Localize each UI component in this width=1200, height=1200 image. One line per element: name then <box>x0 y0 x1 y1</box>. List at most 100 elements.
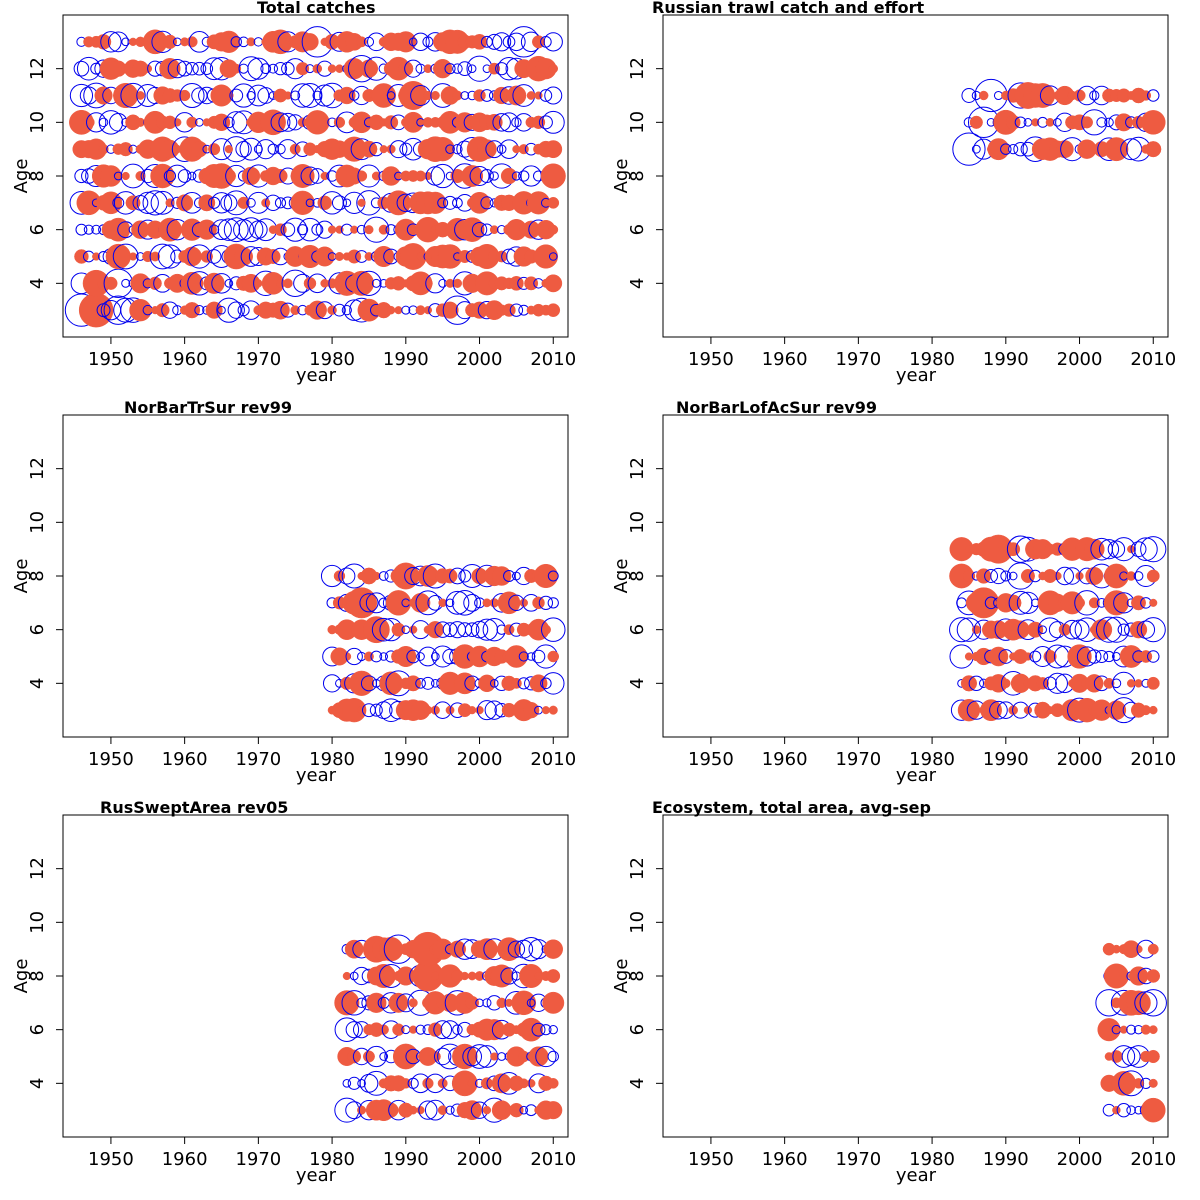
bubble-negative <box>1077 85 1097 106</box>
bubble-negative <box>192 61 207 76</box>
y-tick-label: 6 <box>627 1024 648 1035</box>
bubble-positive <box>503 624 515 636</box>
panel-title: NorBarLofAcSur rev99 <box>676 398 877 417</box>
bubble-positive <box>409 625 418 634</box>
bubble-negative <box>469 166 490 186</box>
bubble-positive <box>394 306 403 315</box>
bubble-positive <box>541 706 550 715</box>
bubble-positive <box>205 301 223 319</box>
bubble-positive <box>505 645 528 668</box>
bubble-negative <box>511 571 521 581</box>
bubble-negative <box>1095 649 1109 664</box>
bubble-positive <box>98 144 109 155</box>
bubble-negative <box>74 168 89 184</box>
x-tick-label: 1960 <box>762 349 808 370</box>
bubble-positive <box>1103 590 1129 616</box>
bubble-negative <box>475 618 498 641</box>
bubble-positive <box>92 252 101 261</box>
bubble-negative <box>120 82 146 109</box>
bubble-positive <box>1103 963 1129 989</box>
bubble-positive <box>1080 116 1093 129</box>
bubble-positive <box>526 1079 536 1088</box>
bubble-negative <box>961 87 977 104</box>
bubble-positive <box>327 225 337 234</box>
x-tick-label: 1980 <box>909 749 955 770</box>
bubble-negative <box>457 61 473 77</box>
bubble-positive <box>544 274 563 293</box>
bubble-negative <box>1087 649 1102 664</box>
bubble-negative <box>161 301 179 319</box>
y-tick-label: 12 <box>627 57 648 80</box>
y-tick-label: 4 <box>627 1078 648 1089</box>
bubble-negative <box>290 83 315 108</box>
bubble-marks <box>320 562 566 723</box>
bubble-positive <box>1004 594 1022 612</box>
bubble-positive <box>409 1025 418 1034</box>
bubble-negative <box>179 82 205 109</box>
y-tick-label: 8 <box>627 570 648 581</box>
bubble-negative <box>312 90 323 101</box>
bubble-positive <box>978 90 989 101</box>
bubble-positive <box>283 91 292 100</box>
bubble-positive <box>176 194 194 212</box>
panel-title: Russian trawl catch and effort <box>652 0 924 17</box>
bubble-negative <box>1130 541 1147 558</box>
bubble-negative <box>1136 620 1156 639</box>
bubble-negative <box>471 221 488 238</box>
y-tick-label: 4 <box>627 678 648 689</box>
bubble-negative <box>452 197 463 209</box>
bubble-positive <box>1149 598 1158 607</box>
bubble-negative <box>1038 625 1047 634</box>
bubble-negative <box>136 191 159 214</box>
bubble-positive <box>547 1078 559 1089</box>
bubble-positive <box>379 145 388 154</box>
bubble-positive <box>509 276 524 291</box>
panel-title: RusSweptArea rev05 <box>100 798 288 817</box>
plot-frame <box>662 814 1169 1138</box>
panel-5: RusSweptArea rev05 1950 1960 1970 1980 1990 20… <box>11 798 576 1186</box>
bubble-negative <box>531 649 546 664</box>
bubble-negative <box>479 169 494 183</box>
bubble-negative <box>177 169 192 183</box>
bubble-positive <box>1045 117 1055 127</box>
x-tick-label: 1990 <box>383 349 429 370</box>
x-tick-label: 2000 <box>1057 1149 1103 1170</box>
x-axis-label: year <box>296 1165 337 1186</box>
bubble-negative <box>1126 1024 1137 1035</box>
bubble-negative <box>389 140 408 159</box>
bubble-positive <box>182 246 202 267</box>
bubble-positive <box>408 1105 418 1115</box>
bubble-positive <box>497 937 521 962</box>
bubble-positive <box>392 1023 405 1036</box>
bubble-negative <box>1000 143 1012 155</box>
bubble-positive <box>1103 677 1115 689</box>
x-tick-label: 1950 <box>88 1149 134 1170</box>
bubble-positive <box>1148 705 1158 715</box>
x-tick-label: 2000 <box>457 1149 503 1170</box>
bubble-negative <box>378 571 389 581</box>
bubble-positive <box>385 590 412 616</box>
bubble-positive <box>416 252 425 261</box>
bubble-negative <box>463 593 482 612</box>
bubble-negative <box>482 998 492 1008</box>
bubble-positive <box>273 168 288 184</box>
bubble-positive <box>547 196 560 209</box>
bubble-positive <box>372 571 381 581</box>
y-tick-label: 10 <box>27 111 48 134</box>
y-tick-label: 10 <box>27 511 48 534</box>
bubble-negative <box>1053 117 1062 127</box>
bubble-positive <box>423 64 433 74</box>
bubble-negative <box>206 249 222 264</box>
bubble-positive <box>203 272 225 294</box>
bubble-positive <box>290 305 301 315</box>
bubble-positive <box>491 1073 512 1094</box>
bubble-positive <box>1073 89 1086 102</box>
bubble-negative <box>223 217 249 243</box>
bubble-positive <box>241 166 261 186</box>
bubble-negative <box>98 117 109 128</box>
panel-title: Ecosystem, total area, avg-sep <box>652 798 931 817</box>
bubble-positive <box>1119 971 1129 981</box>
bubble-negative <box>224 279 234 288</box>
bubble-negative <box>379 1052 389 1061</box>
bubble-positive <box>451 1070 478 1097</box>
